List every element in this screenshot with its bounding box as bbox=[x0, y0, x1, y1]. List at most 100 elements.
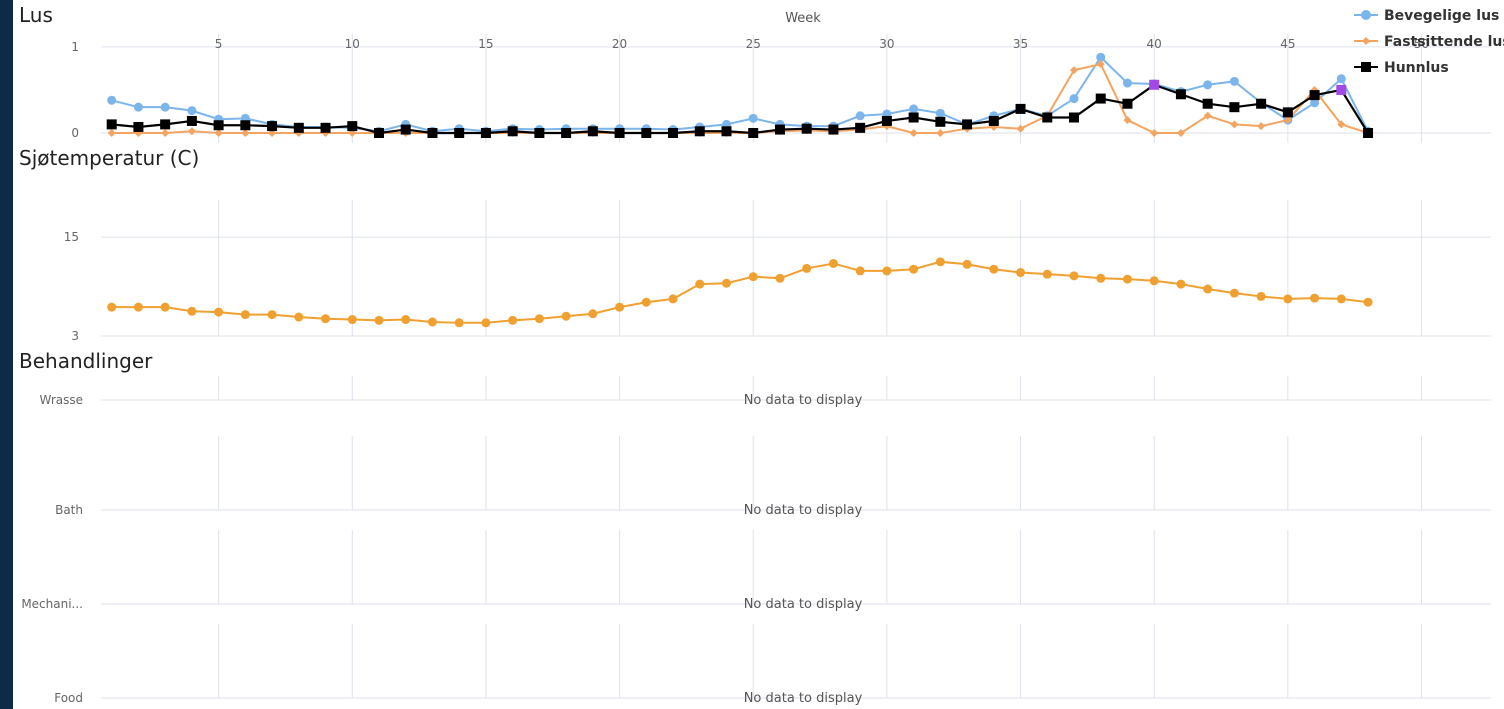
data-point bbox=[988, 115, 999, 126]
lus-x-tick-label: 20 bbox=[612, 37, 627, 51]
data-point bbox=[267, 310, 277, 320]
data-point bbox=[160, 102, 170, 112]
data-point bbox=[507, 126, 518, 137]
temperature-y-tick-label: 3 bbox=[71, 329, 79, 343]
data-point bbox=[1336, 84, 1347, 95]
lus-legend[interactable]: Bevegelige lus Fastsittende lus Hunnlus bbox=[1354, 8, 1504, 76]
data-point bbox=[909, 104, 919, 114]
behandlinger-category-label: Wrasse bbox=[40, 393, 84, 407]
data-point bbox=[989, 264, 999, 274]
data-point bbox=[801, 123, 812, 134]
data-point bbox=[615, 302, 625, 312]
data-point bbox=[187, 127, 196, 136]
data-point bbox=[1122, 98, 1133, 109]
lus-x-tick-label: 5 bbox=[215, 37, 223, 51]
data-point bbox=[1283, 116, 1292, 125]
data-point bbox=[1283, 294, 1293, 304]
lus-y-tick-label: 1 bbox=[71, 40, 79, 54]
data-point bbox=[694, 126, 705, 137]
behandlinger-category-label: Food bbox=[54, 691, 83, 705]
data-point bbox=[534, 314, 544, 324]
data-point bbox=[855, 122, 866, 133]
data-point bbox=[1202, 98, 1213, 109]
data-point bbox=[1070, 66, 1078, 75]
data-point bbox=[641, 128, 652, 138]
data-point bbox=[1149, 79, 1160, 90]
data-point bbox=[1175, 89, 1186, 100]
data-point bbox=[321, 314, 331, 324]
data-point bbox=[1149, 276, 1159, 286]
data-point bbox=[160, 302, 170, 312]
data-point bbox=[293, 122, 304, 133]
data-point bbox=[214, 129, 223, 137]
legend-marker bbox=[1361, 62, 1371, 72]
legend-item-hunnlus[interactable]: Hunnlus bbox=[1354, 60, 1449, 76]
data-point bbox=[1363, 297, 1373, 307]
data-point bbox=[401, 315, 411, 325]
data-point bbox=[1176, 129, 1185, 137]
data-point bbox=[1096, 52, 1106, 62]
lus-x-tick-label: 35 bbox=[1013, 37, 1028, 51]
data-point bbox=[320, 122, 331, 133]
data-point bbox=[1203, 80, 1213, 90]
data-point bbox=[508, 315, 518, 325]
data-point bbox=[935, 257, 945, 267]
data-point bbox=[1203, 284, 1213, 294]
data-point bbox=[107, 129, 116, 137]
data-point bbox=[187, 106, 197, 116]
data-point bbox=[1016, 124, 1025, 133]
data-point bbox=[240, 120, 251, 131]
legend-item-bevegelige-lus[interactable]: Bevegelige lus bbox=[1354, 8, 1499, 24]
lus-x-axis-title: Week bbox=[785, 11, 821, 26]
data-point bbox=[1229, 288, 1239, 298]
legend-label: Fastsittende lus bbox=[1384, 34, 1504, 50]
data-point bbox=[374, 315, 384, 325]
data-point bbox=[400, 124, 411, 135]
data-point bbox=[1123, 116, 1132, 125]
lus-x-tick-label: 50 bbox=[1414, 37, 1429, 51]
lus-x-tick-label: 10 bbox=[345, 37, 360, 51]
data-point bbox=[936, 129, 945, 137]
data-point bbox=[1069, 112, 1079, 123]
data-point bbox=[454, 128, 465, 138]
lus-x-tick-label: 15 bbox=[478, 37, 493, 51]
temperature-series bbox=[107, 257, 1373, 328]
legend-item-fastsittende-lus[interactable]: Fastsittende lus bbox=[1354, 34, 1504, 50]
data-point bbox=[374, 128, 384, 138]
legend-marker bbox=[1361, 10, 1371, 20]
data-point bbox=[1229, 102, 1240, 113]
data-point bbox=[186, 115, 197, 126]
data-point bbox=[1015, 103, 1026, 114]
data-point bbox=[241, 129, 250, 137]
data-point bbox=[187, 306, 197, 316]
data-point bbox=[1282, 107, 1293, 118]
data-point bbox=[1256, 98, 1267, 109]
lus-x-tick-label: 45 bbox=[1280, 37, 1295, 51]
data-point bbox=[855, 111, 865, 121]
data-point bbox=[588, 309, 598, 319]
data-point bbox=[1336, 294, 1346, 304]
data-point bbox=[1095, 93, 1106, 104]
data-point bbox=[774, 124, 785, 135]
temperature-grid bbox=[101, 200, 1491, 337]
lus-x-tick-label: 30 bbox=[879, 37, 894, 51]
data-point bbox=[133, 102, 143, 112]
data-point bbox=[107, 302, 117, 312]
behandlinger-title: Behandlinger bbox=[19, 349, 153, 373]
data-point bbox=[106, 119, 117, 130]
temperature-y-tick-label: 15 bbox=[64, 230, 79, 244]
data-point bbox=[587, 126, 598, 137]
data-point bbox=[828, 124, 839, 135]
data-point bbox=[641, 297, 651, 307]
data-point bbox=[1042, 269, 1052, 279]
legend-label: Bevegelige lus bbox=[1384, 8, 1499, 24]
data-point bbox=[267, 121, 278, 132]
behandlinger-grid bbox=[101, 376, 1491, 699]
no-data-message: No data to display bbox=[744, 597, 863, 612]
lus-y-tick-label: 0 bbox=[71, 126, 79, 140]
data-point bbox=[561, 128, 572, 138]
data-point bbox=[347, 121, 358, 132]
data-point bbox=[1310, 98, 1320, 108]
data-point bbox=[1337, 120, 1346, 129]
data-point bbox=[748, 128, 759, 138]
